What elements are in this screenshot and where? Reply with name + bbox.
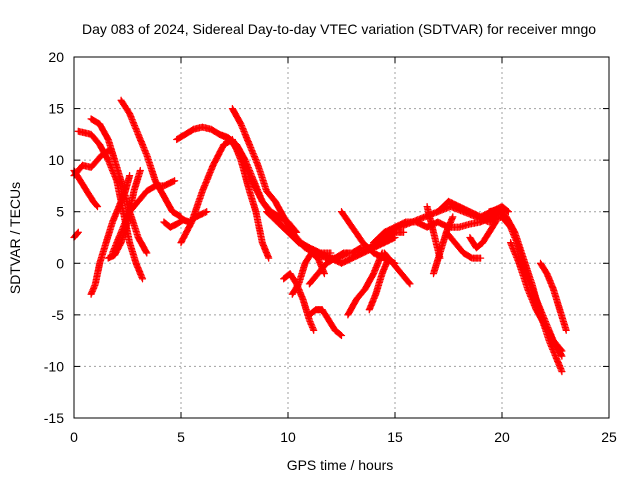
y-tick-label: 20 <box>48 49 64 65</box>
series-arc30 <box>466 218 500 252</box>
series-arc9 <box>108 177 179 257</box>
y-tick-label: 10 <box>48 152 64 168</box>
series-arc23 <box>380 249 414 288</box>
x-tick-label: 25 <box>601 429 617 445</box>
series-arc14 <box>215 130 352 262</box>
x-tick-label: 20 <box>494 429 510 445</box>
x-tick-label: 5 <box>177 429 185 445</box>
plot-frame <box>73 56 610 419</box>
y-tick-label: 15 <box>48 101 64 117</box>
series-arc22 <box>365 254 393 314</box>
series-arc17 <box>305 306 346 340</box>
x-tick-label: 0 <box>70 429 78 445</box>
data-series <box>70 96 570 376</box>
x-axis-label: GPS time / hours <box>287 457 394 473</box>
y-tick-label: -15 <box>44 410 64 426</box>
x-tick-label: 15 <box>387 429 403 445</box>
series-arc3 <box>70 228 82 242</box>
y-tick-label: -10 <box>44 358 64 374</box>
y-tick-label: 5 <box>56 204 64 220</box>
y-tick-label: 0 <box>56 255 64 271</box>
x-tick-label: 10 <box>280 429 296 445</box>
series-arc33 <box>506 239 566 355</box>
axis-ticks: 0 5 10 15 20 25 -15 -10 -5 0 5 10 15 20 <box>44 49 617 445</box>
series-arc7 <box>87 171 134 298</box>
chart-title: Day 083 of 2024, Sidereal Day-to-day VTE… <box>82 21 596 37</box>
grid <box>74 57 609 418</box>
series-arc6 <box>117 96 185 221</box>
series-arc21 <box>344 249 386 319</box>
series-arc29 <box>442 228 485 262</box>
y-axis-label: SDTVAR / TECUs <box>7 182 23 294</box>
y-tick-label: -5 <box>52 307 65 323</box>
series-arc34 <box>536 259 570 334</box>
series-arc27 <box>429 213 457 278</box>
